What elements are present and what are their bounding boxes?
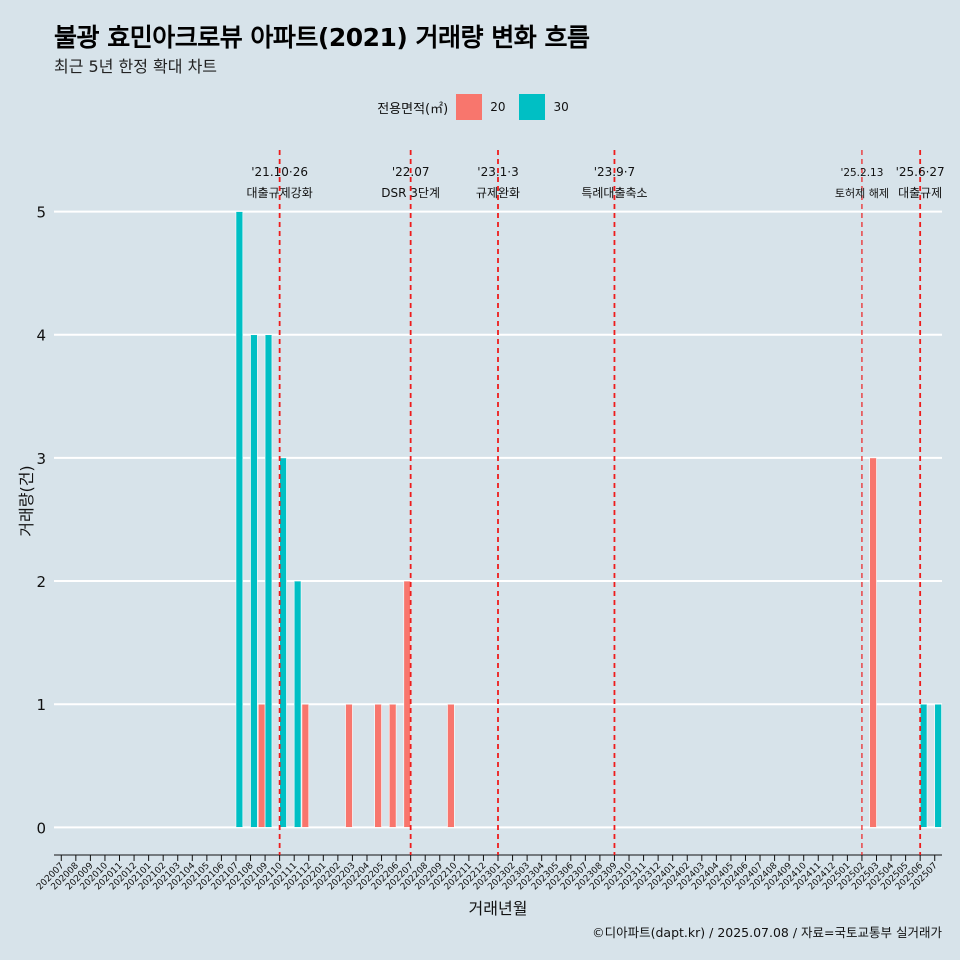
bar-30-202108 — [250, 334, 258, 828]
y-tick-label: 5 — [36, 204, 46, 222]
y-tick-label: 1 — [36, 696, 46, 714]
bar-20-202205 — [374, 703, 382, 828]
event-date-label: '23.1·3 — [477, 165, 518, 179]
bar-30-202110 — [279, 457, 287, 828]
source-caption: ©디아파트(dapt.kr) / 2025.07.08 / 자료=국토교통부 실… — [592, 925, 942, 940]
event-date-label: '22.07 — [392, 165, 430, 179]
bar-30-202506 — [919, 703, 928, 828]
event-date-label: '23.9·7 — [594, 165, 635, 179]
event-name-label: 대출규제강화 — [247, 186, 313, 200]
event-name-label: 규제완화 — [476, 186, 520, 200]
chart-title: 불광 효민아크로뷰 아파트(2021) 거래량 변화 흐름 — [54, 23, 590, 52]
event-date-label: '25.2.13 — [840, 167, 883, 179]
y-tick-label: 4 — [36, 327, 46, 345]
event-name-label: DSR 3단계 — [381, 186, 440, 200]
bar-30-202507 — [934, 703, 942, 828]
chart-subtitle: 최근 5년 한정 확대 차트 — [54, 57, 218, 76]
event-name-label: 토허제 해제 — [835, 186, 889, 200]
bar-20-202112 — [301, 703, 310, 828]
bar-30-202109 — [264, 334, 273, 828]
bar-20-202210 — [447, 703, 455, 828]
bar-20-202207 — [403, 580, 411, 828]
legend-label-30: 30 — [553, 100, 569, 114]
event-date-label: '21.10·26 — [251, 165, 308, 179]
y-tick-label: 2 — [36, 573, 46, 591]
bar-20-202203 — [345, 703, 353, 828]
legend-title: 전용면적(㎡) — [377, 101, 449, 117]
bar-20-202109 — [257, 703, 266, 828]
bar-20-202206 — [388, 703, 397, 828]
legend-key-20 — [456, 94, 483, 120]
legend: 전용면적(㎡) 20 30 — [0, 94, 960, 120]
y-tick-label: 0 — [36, 819, 46, 837]
bar-30-202111 — [293, 580, 302, 828]
legend-label-20: 20 — [490, 100, 506, 114]
legend-key-30 — [519, 94, 546, 120]
event-name-label: 특례대출축소 — [581, 186, 647, 200]
bar-20-202503 — [869, 457, 877, 828]
y-axis-title: 거래량(건) — [17, 465, 36, 536]
bar-30-202107 — [235, 211, 244, 828]
event-date-label: '25.6·27 — [896, 165, 945, 179]
x-axis-title: 거래년월 — [469, 899, 528, 918]
event-name-label: 대출규제 — [898, 186, 942, 200]
y-tick-label: 3 — [36, 450, 46, 468]
